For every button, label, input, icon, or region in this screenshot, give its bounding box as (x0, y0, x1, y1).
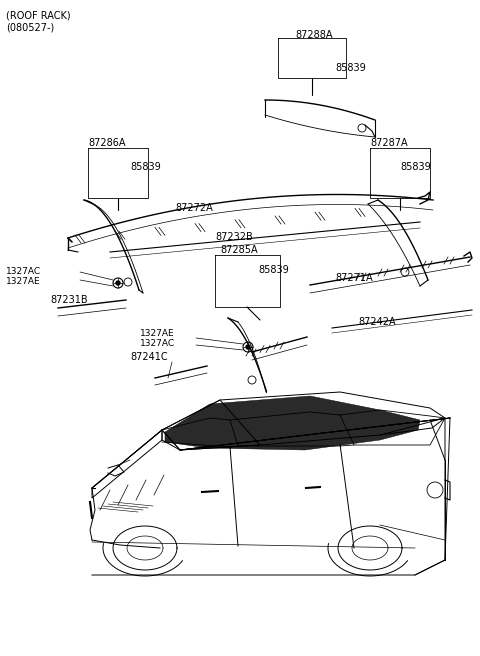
Text: 87286A: 87286A (88, 138, 125, 148)
Text: 85839: 85839 (335, 63, 366, 73)
Text: 1327AE: 1327AE (140, 329, 175, 338)
Text: 87271A: 87271A (335, 273, 372, 283)
Text: 87242A: 87242A (358, 317, 396, 327)
Text: 1327AC: 1327AC (140, 340, 175, 348)
Text: 85839: 85839 (400, 162, 431, 172)
Text: 87241C: 87241C (130, 352, 168, 362)
Text: 85839: 85839 (130, 162, 161, 172)
Circle shape (246, 345, 250, 349)
Text: 1327AC: 1327AC (6, 268, 41, 276)
Text: 1327AE: 1327AE (6, 277, 41, 287)
Text: (ROOF RACK): (ROOF RACK) (6, 10, 71, 20)
Polygon shape (165, 396, 420, 450)
Circle shape (116, 281, 120, 285)
Text: 87232B: 87232B (215, 232, 253, 242)
Text: 85839: 85839 (258, 265, 289, 275)
Text: 87272A: 87272A (175, 203, 213, 213)
Text: 87231B: 87231B (50, 295, 88, 305)
Text: 87285A: 87285A (220, 245, 258, 255)
Text: (080527-): (080527-) (6, 22, 54, 32)
Text: 87288A: 87288A (295, 30, 333, 40)
Text: 87287A: 87287A (370, 138, 408, 148)
